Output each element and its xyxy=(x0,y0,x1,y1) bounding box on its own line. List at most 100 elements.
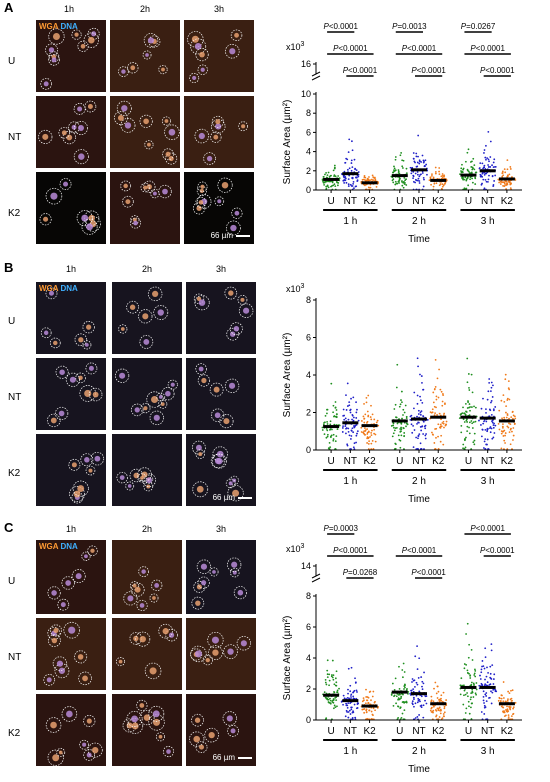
data-point xyxy=(404,686,406,689)
data-point xyxy=(481,665,483,668)
cell-outline xyxy=(45,187,63,205)
data-point xyxy=(400,434,403,437)
data-point xyxy=(507,714,510,717)
data-point xyxy=(420,706,423,709)
cell-outline xyxy=(227,725,239,737)
data-point xyxy=(394,447,397,450)
data-point xyxy=(506,168,509,171)
cell-nucleus xyxy=(121,69,126,74)
data-point xyxy=(460,170,462,172)
data-point xyxy=(410,414,413,417)
data-point xyxy=(371,413,374,416)
data-point xyxy=(356,408,358,411)
data-point xyxy=(347,430,350,433)
data-point xyxy=(371,440,374,442)
y-axis-exponent: 3 xyxy=(301,283,305,290)
data-point xyxy=(481,660,484,662)
cell-nucleus xyxy=(195,600,201,606)
data-point xyxy=(421,425,424,428)
cell-outline xyxy=(195,363,207,375)
cell-outline xyxy=(71,569,86,584)
cell-outline xyxy=(61,576,75,590)
data-point xyxy=(442,691,445,694)
data-point xyxy=(347,692,349,695)
cell-nucleus xyxy=(82,742,87,747)
data-point xyxy=(490,427,493,430)
median-bar xyxy=(323,177,340,181)
micrograph-nt-1h xyxy=(36,358,106,430)
x-tick-label: NT xyxy=(344,726,357,737)
cell-outline xyxy=(195,196,207,208)
data-point xyxy=(325,171,327,174)
data-point xyxy=(424,695,427,698)
data-point xyxy=(413,429,416,431)
data-point xyxy=(466,177,469,180)
data-point xyxy=(348,709,351,712)
data-point xyxy=(420,695,423,698)
data-point xyxy=(443,426,445,429)
data-point xyxy=(332,184,335,187)
stain-legend: WGA DNA xyxy=(39,284,78,293)
data-point xyxy=(364,413,367,416)
data-point xyxy=(507,175,509,177)
data-point xyxy=(363,403,365,405)
data-point xyxy=(372,176,375,179)
data-point xyxy=(485,144,487,147)
cell-nucleus xyxy=(68,626,76,634)
data-point xyxy=(349,409,351,412)
data-point xyxy=(352,697,355,700)
cell-nucleus xyxy=(52,754,60,762)
median-bar xyxy=(460,415,477,419)
data-point xyxy=(360,420,363,422)
data-point xyxy=(469,178,471,181)
data-point xyxy=(443,711,446,714)
data-point xyxy=(414,655,417,658)
data-point xyxy=(438,700,441,703)
data-point xyxy=(462,703,465,706)
cell-outline xyxy=(87,742,103,758)
cell-outline xyxy=(161,116,171,126)
data-point xyxy=(414,178,417,181)
data-point xyxy=(418,433,421,436)
data-point xyxy=(401,184,404,187)
data-point xyxy=(333,183,336,186)
cell-nucleus xyxy=(143,338,150,345)
cell-nucleus xyxy=(152,596,156,600)
data-point xyxy=(332,404,335,407)
p-value-label: P<0.0001 xyxy=(333,546,368,555)
data-point xyxy=(392,432,395,435)
y-axis-exponent: 3 xyxy=(301,41,305,48)
data-point xyxy=(370,431,373,434)
data-point xyxy=(459,693,462,696)
data-point xyxy=(405,167,408,170)
data-point xyxy=(509,706,512,708)
data-point xyxy=(348,434,351,437)
data-point xyxy=(409,166,412,169)
data-point xyxy=(483,667,486,670)
data-point xyxy=(393,170,396,173)
data-point xyxy=(465,707,468,710)
data-point xyxy=(367,394,370,397)
median-bar xyxy=(479,416,496,420)
data-point xyxy=(502,700,505,703)
timepoint-label: 1 h xyxy=(343,746,357,757)
x-tick-label: U xyxy=(327,726,334,737)
data-point xyxy=(332,674,335,677)
data-point xyxy=(366,410,369,413)
data-point xyxy=(414,181,417,184)
data-point xyxy=(370,699,372,702)
data-point xyxy=(504,378,507,381)
p-value-label: P<0.0001 xyxy=(402,44,437,53)
y-tick-label: 6 xyxy=(306,333,311,343)
data-point xyxy=(335,413,338,416)
data-point xyxy=(468,387,470,389)
data-point xyxy=(372,714,374,717)
data-point xyxy=(338,687,340,690)
micrograph-k2-3h: 66 µm xyxy=(184,172,254,244)
data-point xyxy=(344,177,347,180)
data-point xyxy=(512,434,515,437)
data-point xyxy=(478,167,481,169)
cell-nucleus xyxy=(217,199,222,204)
data-point xyxy=(419,399,422,402)
data-point xyxy=(333,415,335,418)
